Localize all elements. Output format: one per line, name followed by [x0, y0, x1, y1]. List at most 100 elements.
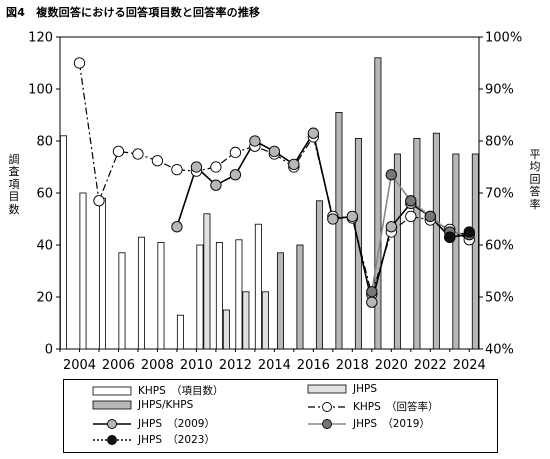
marker-solid-black-2016 — [307, 127, 319, 139]
legend-item-dashdot-open: KHPS （回答率） — [307, 399, 439, 414]
marker-solid-black-2015 — [288, 158, 300, 171]
marker-solid-black-2014 — [268, 145, 281, 158]
bar-white-2006 — [118, 252, 126, 350]
left-tick-label: 120 — [28, 31, 53, 46]
legend-label: JHPS （2009） — [138, 418, 215, 430]
legend-label: JHPS （2019） — [353, 418, 430, 430]
marker-dashdot-open-2005 — [93, 195, 105, 207]
legend-label: JHPS/KHPS — [138, 399, 194, 411]
x-tick-label: 2012 — [219, 358, 252, 373]
x-tick-label: 2016 — [297, 358, 330, 373]
bar-lightgray-2012 — [242, 291, 250, 350]
bar-white-2004 — [79, 192, 87, 350]
marker-solid-black-2012 — [229, 169, 242, 181]
chart-legend: KHPS （項目数） JHPS JHPS/KHPS KHPS （回答率） JHPS （2… — [63, 379, 498, 453]
bar-white-2012 — [235, 239, 243, 350]
bar-gray-2021 — [413, 137, 421, 350]
marker-solid-gray-2019 — [366, 286, 378, 298]
marker-solid-black-2013 — [249, 135, 261, 147]
x-tick-label: 2004 — [63, 358, 96, 373]
x-tick-label: 2018 — [336, 358, 369, 373]
legend-item-gray: JHPS/KHPS — [92, 399, 193, 411]
marker-dashdot-open-2004 — [73, 57, 86, 69]
bar-gray-2017 — [335, 112, 343, 350]
legend-swatch-solid-gray — [308, 418, 346, 429]
bar-gray-2020 — [393, 153, 401, 350]
marker-solid-black-2010 — [190, 161, 203, 173]
x-tick-label: 2008 — [141, 358, 174, 373]
left-tick-label: 100 — [28, 83, 53, 98]
marker-dashdot-open-2006 — [112, 145, 125, 158]
bar-white-2011 — [215, 241, 223, 350]
bar-white-2003 — [60, 135, 68, 350]
legend-swatch-lightgray — [307, 384, 347, 394]
bar-lightgray-2011 — [222, 309, 230, 350]
x-tick-label: 2006 — [102, 358, 135, 373]
marker-solid-black-2019 — [366, 296, 378, 308]
marker-dashdot-open-2011 — [210, 161, 222, 173]
bar-gray-2023 — [452, 153, 460, 350]
marker-solid-black-2020 — [385, 221, 397, 233]
line-series-dashdot-open — [78, 62, 470, 297]
legend-item-solid-black: JHPS （2009） — [92, 416, 215, 431]
chart-plot: 0 20 40 60 80 100 120 40% 50% 60% 70% 80% 90% 100% 200… — [28, 31, 522, 374]
bar-gray-2015 — [296, 244, 304, 350]
legend-item-lightgray: JHPS — [307, 383, 377, 395]
marker-solid-black-2009 — [171, 221, 183, 233]
x-tick-label: 2020 — [375, 358, 408, 373]
bar-white-2008 — [157, 241, 165, 350]
left-axis-label: 調査項目数 — [8, 153, 20, 216]
left-tick-label: 0 — [45, 343, 53, 358]
chart-title: 図4 複数回答における回答項目数と回答率の推移 — [6, 6, 261, 19]
marker-dashdot-open-2012 — [229, 146, 242, 159]
right-tick-label: 70% — [485, 187, 514, 202]
bar-gray-2024 — [471, 153, 479, 350]
bar-white-2010 — [196, 244, 204, 350]
legend-swatch-dashdot-open — [308, 401, 346, 412]
left-tick-label: 40 — [36, 239, 53, 254]
right-tick-label: 100% — [485, 31, 522, 46]
bar-gray-2016 — [315, 200, 323, 350]
bar-lightgray-2013 — [261, 291, 269, 350]
marker-solid-gray-2021 — [405, 195, 417, 207]
legend-item-dotted-black: JHPS （2023） — [92, 432, 215, 447]
marker-dashdot-open-2008 — [151, 155, 164, 167]
right-tick-label: 40% — [485, 343, 514, 358]
marker-dotted-black-2024 — [463, 226, 475, 238]
legend-label: KHPS （回答率） — [353, 401, 439, 413]
right-axis-label: 平均回答率 — [529, 148, 541, 211]
marker-solid-black-2011 — [210, 179, 222, 191]
marker-dashdot-open-2021 — [405, 210, 417, 223]
bar-gray-2022 — [432, 132, 440, 350]
left-tick-label: 60 — [36, 187, 53, 202]
x-tick-label: 2022 — [414, 358, 447, 373]
legend-item-solid-gray: JHPS （2019） — [307, 416, 430, 431]
legend-label: JHPS （2023） — [138, 434, 215, 446]
bar-gray-2019 — [374, 57, 382, 350]
right-tick-label: 60% — [485, 239, 514, 254]
bar-white-2013 — [254, 223, 262, 350]
legend-swatch-gray — [92, 400, 132, 410]
x-tick-label: 2014 — [258, 358, 291, 373]
bar-white-2005 — [98, 197, 106, 350]
legend-swatch-dotted-black — [93, 434, 131, 445]
legend-swatch-white — [92, 386, 132, 395]
marker-solid-black-2018 — [346, 210, 358, 223]
marker-solid-gray-2022 — [424, 210, 436, 223]
marker-solid-gray-2020 — [385, 169, 397, 181]
marker-dashdot-open-2009 — [171, 163, 183, 176]
left-tick-label: 20 — [36, 291, 53, 306]
line-series-solid-black — [176, 131, 470, 303]
legend-item-white: KHPS （項目数） — [92, 383, 224, 398]
bar-gray-2014 — [276, 252, 284, 350]
marker-solid-black-2017 — [327, 213, 339, 225]
bar-white-2007 — [137, 236, 145, 350]
legend-label: JHPS — [353, 383, 377, 395]
x-tick-label: 2024 — [453, 358, 486, 373]
legend-swatch-solid-black — [93, 418, 131, 429]
right-tick-label: 50% — [485, 291, 514, 306]
legend-label: KHPS （項目数） — [138, 385, 224, 397]
marker-dotted-black-2023 — [444, 231, 456, 243]
right-tick-label: 80% — [485, 135, 514, 150]
marker-dashdot-open-2007 — [132, 148, 144, 160]
